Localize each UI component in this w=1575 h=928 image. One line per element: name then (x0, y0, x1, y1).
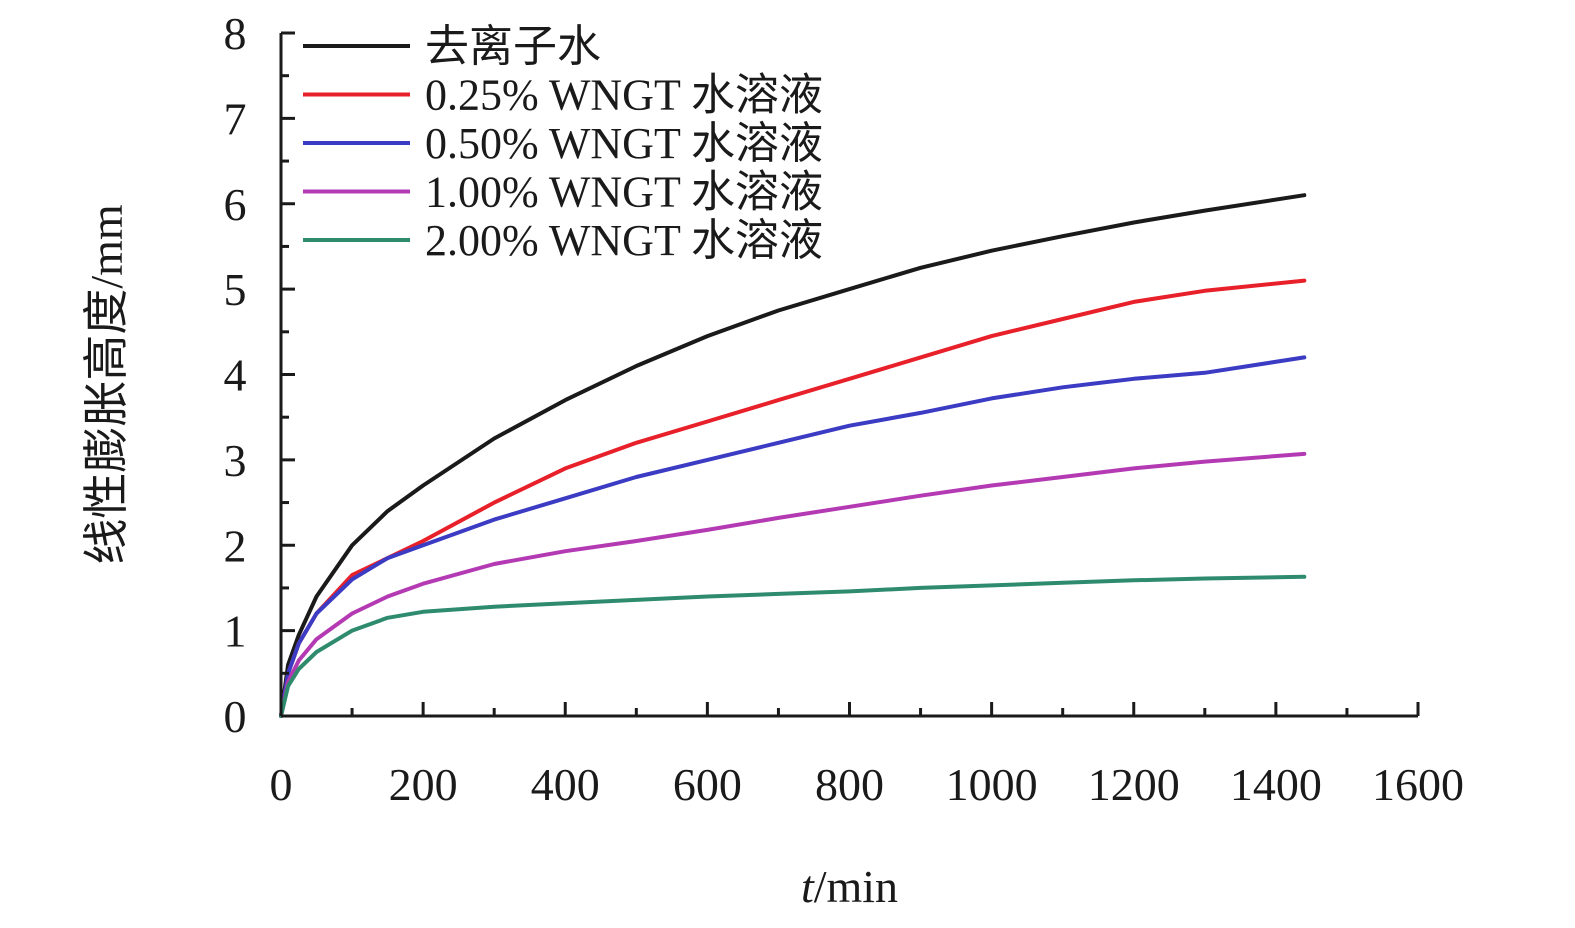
x-tick-label: 1200 (1088, 759, 1180, 810)
x-axis-title: t/min (801, 861, 898, 912)
y-tick-label: 1 (224, 606, 247, 657)
series-line-4 (279, 451, 1307, 718)
series-line-2 (279, 278, 1307, 718)
x-tick-label: 400 (531, 759, 600, 810)
y-axis-title: 线性膨胀高度/mm (81, 204, 132, 565)
x-tick-label: 0 (270, 759, 293, 810)
x-tick-label: 200 (389, 759, 458, 810)
legend-label: 去离子水 (425, 22, 601, 71)
legend-label: 0.50% WNGT 水溶液 (425, 119, 823, 168)
x-tick-label: 800 (815, 759, 884, 810)
legend-label: 1.00% WNGT 水溶液 (425, 168, 823, 217)
y-tick-label: 8 (224, 8, 247, 59)
x-axis-title-variable: t (801, 861, 815, 912)
y-tick-label: 5 (224, 264, 247, 315)
y-tick-label: 3 (224, 435, 247, 486)
y-tick-label: 2 (224, 520, 247, 571)
y-tick-label: 7 (224, 93, 247, 144)
series-line-3 (279, 355, 1307, 718)
legend-label: 0.25% WNGT 水溶液 (425, 71, 823, 120)
y-tick-label: 4 (224, 350, 247, 401)
x-tick-label: 600 (673, 759, 742, 810)
x-axis-title-unit: /min (814, 861, 898, 912)
x-tick-label: 1400 (1230, 759, 1322, 810)
ticks: 0 1 2 3 4 5 6 7 8 0 200 400 600 800 1000 1200 1400 1600 (224, 8, 1465, 810)
x-tick-label: 1600 (1372, 759, 1464, 810)
series-line-1 (279, 193, 1307, 718)
y-tick-label: 6 (224, 179, 247, 230)
x-tick-label: 1000 (946, 759, 1038, 810)
series-line-5 (279, 574, 1307, 718)
y-tick-label: 0 (224, 691, 247, 742)
series-layer (279, 193, 1307, 718)
legend-label: 2.00% WNGT 水溶液 (425, 216, 823, 265)
